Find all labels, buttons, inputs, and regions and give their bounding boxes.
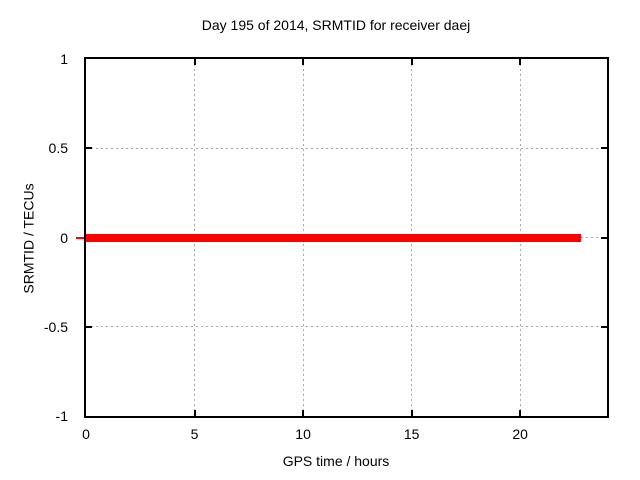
y-tick-label: -1: [55, 408, 68, 424]
y-tick-left-mark: [86, 325, 92, 328]
x-tick-bottom-mark: [302, 410, 305, 416]
x-tick-top-mark: [410, 59, 413, 65]
x-tick-bottom-mark: [519, 410, 522, 416]
y-tick-right-mark: [601, 147, 607, 150]
y-tick-left-mark: [86, 147, 92, 150]
series-line: [86, 233, 581, 242]
x-tick-top-mark: [519, 59, 522, 65]
y-tick-label: 0: [60, 229, 68, 246]
y-gridline: [86, 147, 607, 149]
y-gridline: [86, 326, 607, 328]
x-tick-label: 15: [403, 426, 420, 442]
y-tick-label: 1: [60, 51, 68, 67]
x-tick-top-mark: [193, 59, 196, 65]
y-tick-right-mark: [601, 236, 607, 239]
x-tick-bottom-mark: [193, 410, 196, 416]
y-tick-right-mark: [601, 325, 607, 328]
x-tick-bottom-mark: [410, 410, 413, 416]
chart-title: Day 195 of 2014, SRMTID for receiver dae…: [201, 17, 471, 33]
x-tick-label: 10: [295, 426, 311, 442]
series-line-overhang: [76, 236, 84, 239]
x-tick-top-mark: [302, 59, 305, 65]
x-axis-label: GPS time / hours: [282, 453, 390, 469]
x-tick-label: 20: [512, 426, 528, 442]
x-tick-label: 5: [190, 426, 199, 442]
x-tick-label: 0: [82, 426, 90, 442]
plot-area: [84, 57, 609, 418]
y-tick-label: -0.5: [43, 318, 68, 335]
y-tick-label: 0.5: [48, 140, 68, 157]
